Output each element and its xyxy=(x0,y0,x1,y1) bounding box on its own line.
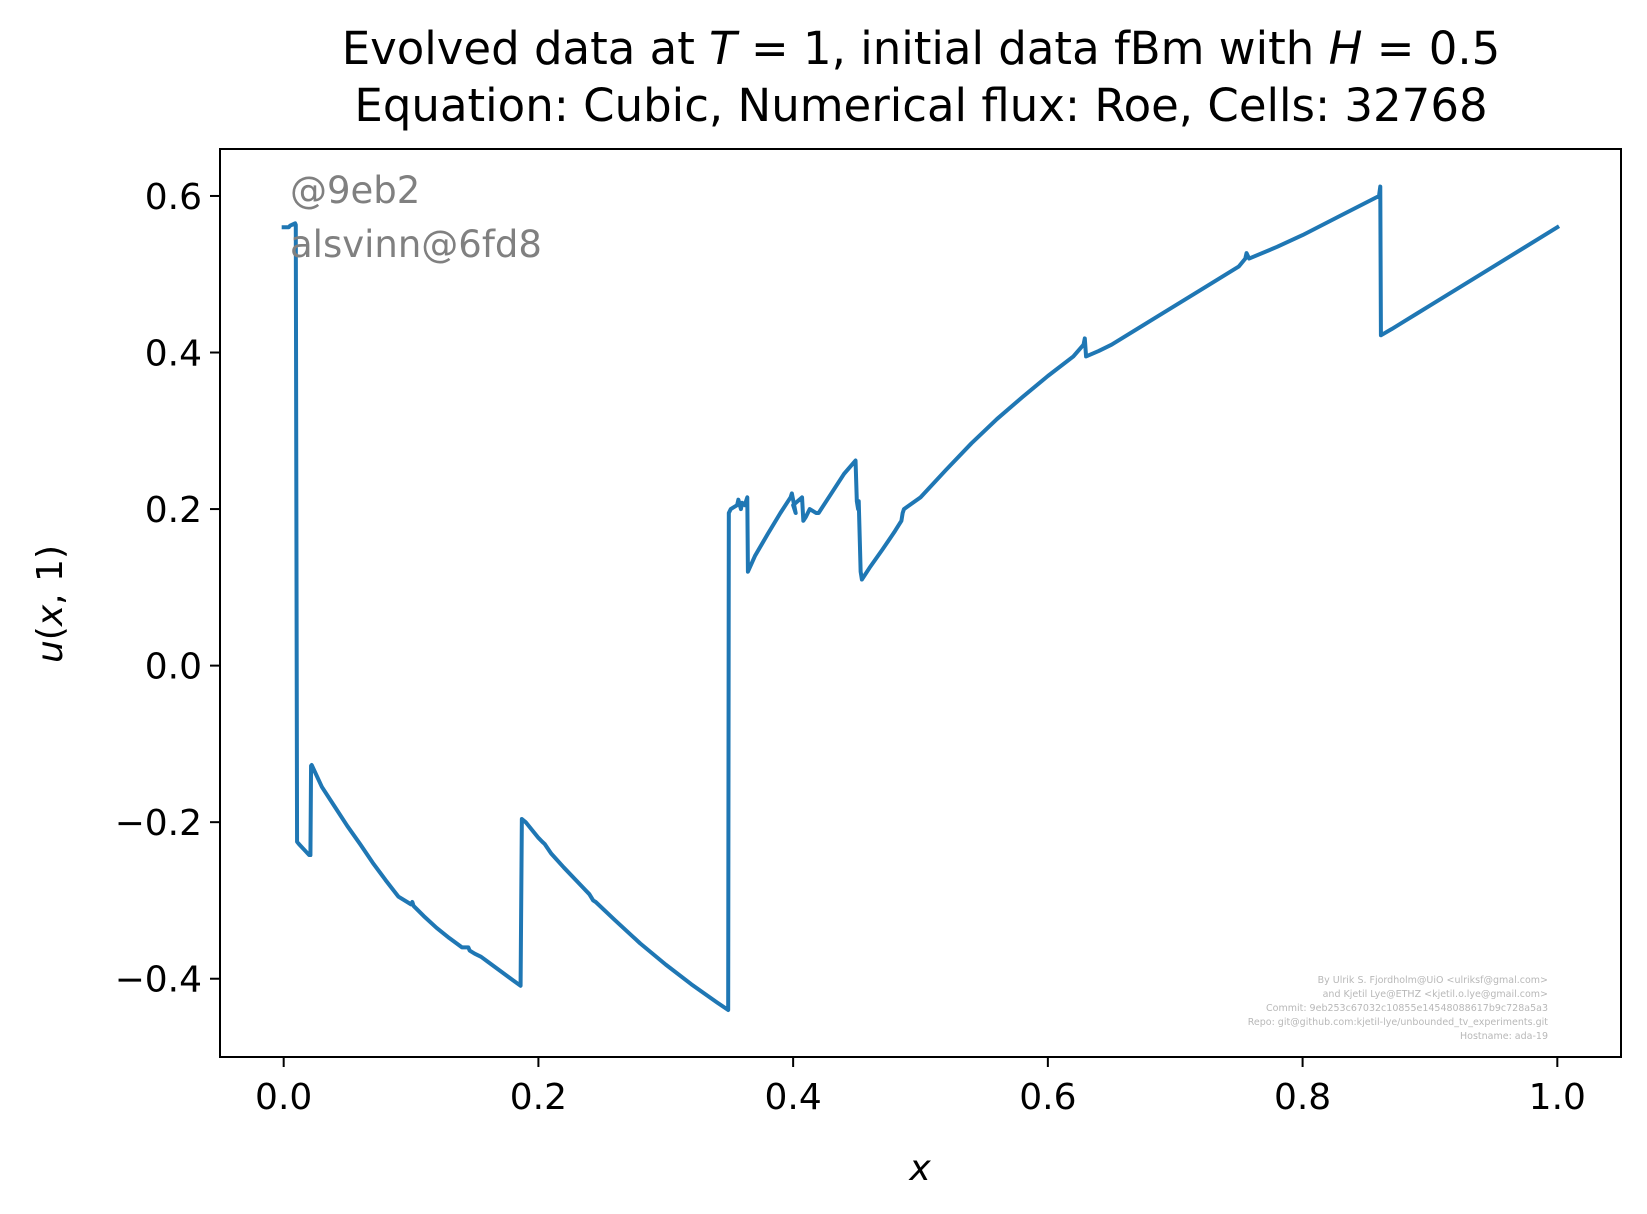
x-tick-label: 0.0 xyxy=(255,1077,312,1118)
y-tick-label: 0.6 xyxy=(145,177,202,218)
x-tick-label: 0.8 xyxy=(1274,1077,1331,1118)
x-tick-label: 0.2 xyxy=(510,1077,567,1118)
credits-block: By Ulrik S. Fjordholm@UiO <ulriksf@gmal.… xyxy=(1248,975,1549,1042)
plot-frame xyxy=(219,148,1622,1058)
y-tick-label: 0.2 xyxy=(145,490,202,531)
x-tick-label: 0.4 xyxy=(765,1077,822,1118)
y-tick-label: −0.4 xyxy=(115,960,202,1001)
x-tick-label: 0.6 xyxy=(1019,1077,1076,1118)
y-tick-label: 0.0 xyxy=(145,647,202,688)
chart-title-line1: Evolved data at T = 1, initial data fBm … xyxy=(342,22,1501,75)
credit-line-4: Repo: git@github.com:kjetil-lye/unbounde… xyxy=(1248,1017,1549,1028)
credit-line-5: Hostname: ada-19 xyxy=(1460,1031,1548,1042)
y-tick-label: −0.2 xyxy=(115,803,202,844)
y-tick-label: 0.4 xyxy=(145,334,202,375)
credit-line-3: Commit: 9eb253c67032c10855e14548088617b9… xyxy=(1266,1003,1548,1014)
credit-line-2: and Kjetil Lye@ETHZ <kjetil.o.lye@gmail.… xyxy=(1323,989,1548,1000)
line-series-group xyxy=(281,184,1561,1013)
x-tick-label: 1.0 xyxy=(1529,1077,1586,1118)
watermark-commit: @9eb2 xyxy=(290,169,420,212)
watermark-host: alsvinn@6fd8 xyxy=(290,223,542,266)
credit-line-1: By Ulrik S. Fjordholm@UiO <ulriksf@gmal.… xyxy=(1318,975,1548,986)
chart-title-line2: Equation: Cubic, Numerical flux: Roe, Ce… xyxy=(354,79,1487,132)
series-line xyxy=(281,184,1561,1013)
axis-ticks: 0.0 0.2 0.4 0.6 0.8 1.0 −0.4 −0.2 0.0 0.2 0.4 0.6 xyxy=(115,177,1586,1118)
x-axis-label: x xyxy=(908,1148,931,1189)
y-axis-label: u(x, 1) xyxy=(30,545,71,663)
